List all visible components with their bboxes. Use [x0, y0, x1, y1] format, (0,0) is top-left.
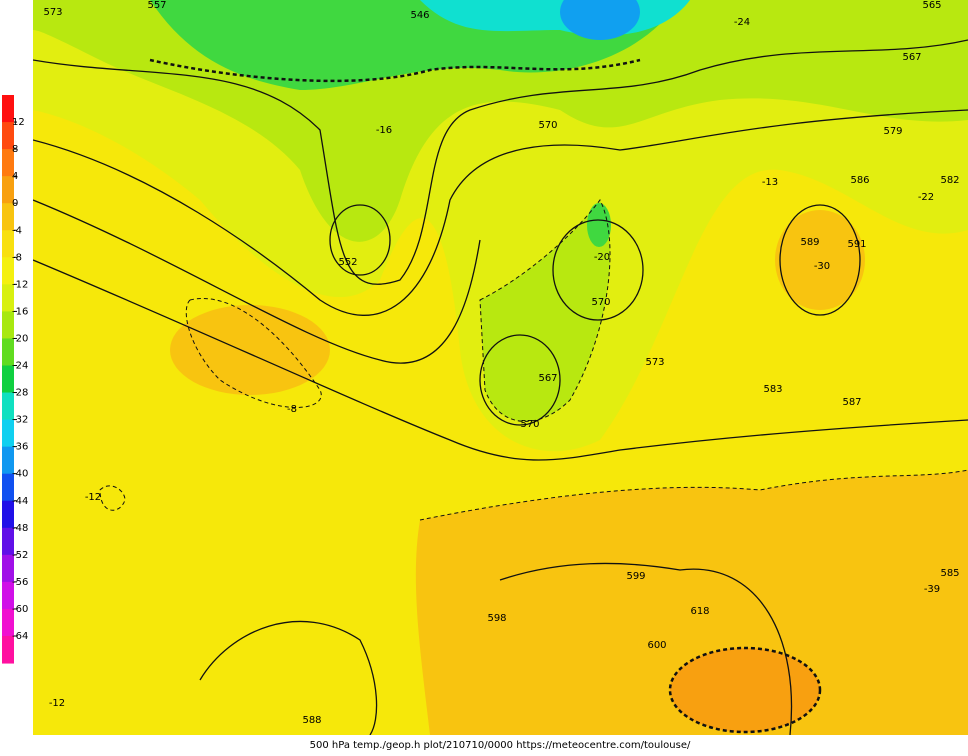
legend-tick-label: -28 — [12, 388, 28, 399]
legend-tick-label: 4 — [12, 171, 18, 182]
warm-patch — [170, 305, 330, 395]
legend-tick-label: -56 — [12, 577, 28, 588]
contour-labels: 552 570 573 557 565 546 567 579 586 589 591 582 570 5… — [43, 0, 959, 726]
legend-band — [2, 257, 14, 285]
contour-label: 589 — [800, 237, 819, 248]
legend-tick-label: -64 — [12, 631, 28, 642]
contour-label: -39 — [924, 584, 940, 595]
legend-band — [2, 581, 14, 610]
contour-label: 618 — [690, 606, 709, 617]
legend-band — [2, 149, 14, 177]
contour-label: 557 — [147, 0, 166, 11]
cold-core — [587, 203, 611, 247]
contour-label: 600 — [647, 640, 666, 651]
contour-label: -30 — [814, 261, 830, 272]
legend-tick-label: -48 — [12, 523, 28, 534]
contour-label: 546 — [410, 10, 429, 21]
coldest-region — [560, 0, 640, 40]
legend-tick-label: -52 — [12, 550, 28, 561]
legend-band — [2, 527, 14, 556]
legend-band — [2, 500, 14, 529]
contour-label: 567 — [538, 373, 557, 384]
legend-band — [2, 446, 14, 475]
contour-label: 588 — [302, 715, 321, 726]
contour-label: 585 — [940, 568, 959, 579]
contour-label: -12 — [49, 698, 65, 709]
legend-band — [2, 338, 14, 366]
contour-label: -8 — [287, 404, 297, 415]
height-contours — [33, 39, 968, 735]
legend-tick-label: -40 — [12, 469, 28, 480]
contour-label: 582 — [940, 175, 959, 186]
legend-band — [2, 392, 14, 421]
legend-band — [2, 95, 14, 123]
contour-label: 573 — [43, 7, 62, 18]
legend-band — [2, 473, 14, 502]
legend-tick-label: -12 — [12, 279, 28, 290]
contour-label: 565 — [922, 0, 941, 11]
legend-tick-label: -20 — [12, 333, 28, 344]
legend-band — [2, 176, 14, 204]
contour-label: 591 — [847, 239, 866, 250]
contour-label: 570 — [520, 419, 539, 430]
legend-tick-label: -44 — [12, 496, 28, 507]
legend-band — [2, 311, 14, 339]
contour-label: -24 — [734, 17, 750, 28]
footer-caption: 500 hPa temp./geop.h plot/210710/0000 ht… — [310, 740, 691, 751]
legend-band — [2, 203, 14, 231]
contour-label: 570 — [538, 120, 557, 131]
cold-pool — [480, 200, 610, 422]
contour-label: 552 — [338, 257, 357, 268]
map — [33, 0, 968, 735]
hot-region — [670, 648, 820, 732]
warm-patch-east — [775, 210, 865, 310]
legend-tick-label: -24 — [12, 361, 28, 372]
contour-label: -20 — [594, 252, 610, 263]
legend-tick-label: 0 — [12, 198, 18, 209]
color-legend: 12 8 4 0 -4 -8 -12 -16 -20 -24 -28 -32 -36 -40 -44 -48 -… — [2, 95, 28, 664]
legend-band — [2, 608, 14, 637]
legend-band — [2, 365, 14, 394]
legend-tick-label: -4 — [12, 225, 22, 236]
contour-label: 586 — [850, 175, 869, 186]
contour-label: 567 — [902, 52, 921, 63]
legend-tick-label: -16 — [12, 306, 28, 317]
legend-band — [2, 554, 14, 583]
contour-label: 579 — [883, 126, 902, 137]
legend-tick-label: 8 — [12, 144, 18, 155]
contour-label: -12 — [85, 492, 101, 503]
contour-label: 587 — [842, 397, 861, 408]
contour-label: 583 — [763, 384, 782, 395]
temperature-contours — [99, 58, 968, 734]
contour-label: 598 — [487, 613, 506, 624]
legend-band — [2, 419, 14, 448]
legend-tick-label: -60 — [12, 604, 28, 615]
contour-label: 570 — [591, 297, 610, 308]
legend-tick-label: -36 — [12, 442, 28, 453]
contour-label: -22 — [918, 192, 934, 203]
legend-tick-label: -32 — [12, 415, 28, 426]
contour-label: 599 — [626, 571, 645, 582]
legend-tick-label: 12 — [12, 117, 25, 128]
legend-band — [2, 122, 14, 150]
contour-label: -13 — [762, 177, 778, 188]
legend-band — [2, 230, 14, 258]
warm-region — [415, 470, 968, 735]
legend-band — [2, 636, 14, 664]
contour-label: 573 — [645, 357, 664, 368]
legend-tick-label: -8 — [12, 252, 22, 263]
contour-label: -16 — [376, 125, 392, 136]
legend-band — [2, 284, 14, 312]
